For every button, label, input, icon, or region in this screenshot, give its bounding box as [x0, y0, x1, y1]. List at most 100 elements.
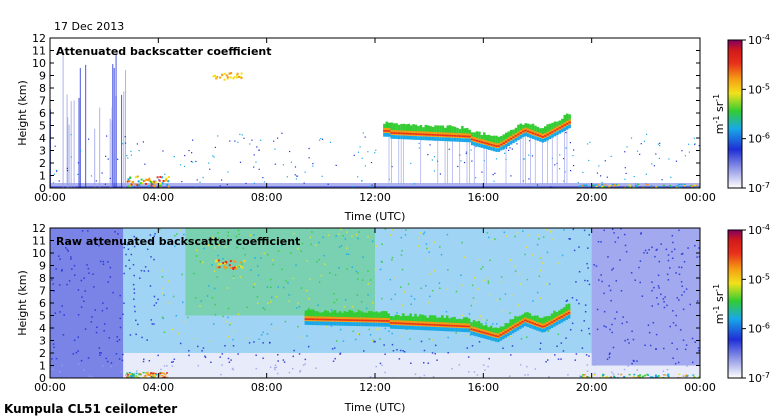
speckle — [463, 161, 466, 164]
noise-speckle — [626, 321, 628, 323]
cloud-base — [516, 326, 520, 331]
cloud-base — [409, 135, 413, 140]
speckle — [528, 178, 530, 180]
y-tick-label: 7 — [39, 95, 46, 108]
cloud-base — [404, 325, 408, 330]
noise-speckle — [486, 276, 489, 279]
noise-speckle — [698, 247, 700, 249]
cloud-base — [490, 146, 493, 151]
cloud-base — [567, 314, 571, 319]
speckle — [130, 150, 132, 153]
cloud-top — [543, 316, 546, 326]
noise-speckle — [404, 234, 407, 236]
speckle — [262, 176, 264, 179]
noise-speckle — [538, 275, 541, 278]
noise-speckle — [133, 288, 136, 290]
noise-speckle — [524, 253, 526, 256]
noise-speckle — [379, 268, 382, 271]
noise-speckle — [681, 294, 683, 296]
evening-layer — [613, 375, 616, 378]
noise-speckle — [546, 251, 549, 254]
cloud-peak — [446, 134, 449, 137]
noise-speckle — [262, 307, 265, 309]
noise-speckle — [379, 338, 381, 340]
cloud-top — [450, 317, 454, 325]
cloud-base — [562, 317, 566, 322]
noise-speckle — [132, 283, 135, 286]
cloud-peak — [475, 329, 478, 332]
noise-speckle — [427, 301, 429, 304]
noise-speckle — [305, 289, 308, 292]
cloud-top — [336, 312, 339, 319]
noise-speckle — [367, 270, 369, 272]
cloud-base — [472, 331, 476, 336]
noise-speckle — [603, 310, 606, 313]
cloud-base — [507, 142, 510, 147]
speckle — [136, 143, 139, 145]
noise-speckle — [426, 258, 429, 260]
noise-speckle — [662, 373, 665, 376]
noise-speckle — [163, 331, 166, 334]
cloud-peak — [307, 318, 310, 320]
noise-speckle — [150, 240, 152, 243]
cloud-top — [485, 134, 488, 143]
noise-speckle — [355, 338, 357, 341]
noise-speckle — [207, 285, 210, 287]
noise-speckle — [297, 325, 299, 328]
aerosol — [152, 180, 155, 183]
noise-speckle — [427, 247, 429, 250]
cloud-peak — [385, 130, 389, 132]
upper-patch — [218, 266, 221, 269]
noise-speckle — [514, 270, 517, 272]
cloud-top — [377, 312, 381, 320]
speckle — [658, 157, 660, 160]
noise-speckle — [115, 353, 118, 355]
cloud-base — [419, 326, 422, 331]
noise-speckle — [270, 296, 273, 299]
noise-speckle — [118, 358, 121, 360]
noise-speckle — [132, 263, 135, 266]
speckle — [598, 165, 600, 167]
cloud-peak — [426, 323, 429, 326]
colorbar-tick-label: 10-7 — [748, 371, 770, 386]
noise-speckle — [51, 368, 54, 371]
noise-speckle — [392, 349, 395, 352]
noise-speckle — [87, 267, 90, 270]
noise-speckle — [106, 307, 108, 310]
noise-speckle — [671, 342, 673, 344]
speckle — [320, 137, 322, 140]
noise-speckle — [143, 270, 146, 272]
noise-speckle — [371, 340, 374, 342]
cloud-top — [304, 310, 308, 318]
cloud-base — [497, 338, 500, 343]
cloud-top — [438, 317, 442, 325]
x-tick-label: 04:00 — [142, 191, 174, 204]
noise-speckle — [307, 345, 310, 348]
noise-speckle — [490, 238, 493, 241]
noise-speckle — [571, 322, 574, 325]
cloud-base — [483, 144, 486, 149]
y-tick-label: 12 — [32, 222, 46, 235]
aerosol — [130, 183, 133, 186]
cloud-top — [480, 323, 483, 331]
noise-speckle — [306, 335, 308, 337]
cloud-base — [546, 136, 549, 141]
speckle — [308, 157, 310, 159]
noise-speckle — [665, 248, 668, 251]
noise-speckle — [696, 256, 698, 258]
cloud-top — [406, 315, 410, 323]
noise-speckle — [578, 246, 580, 248]
cloud-base — [431, 136, 435, 141]
cloud-base — [450, 327, 454, 332]
cloud-base — [477, 333, 481, 338]
noise-speckle — [422, 233, 425, 235]
speckle — [362, 132, 364, 134]
noise-speckle — [324, 263, 326, 265]
cloud-peak — [409, 322, 412, 325]
cloud-base — [341, 321, 344, 326]
speckle — [413, 183, 416, 185]
evening-layer — [656, 376, 659, 378]
cloud-peak — [350, 319, 354, 321]
evening-layer — [623, 186, 626, 188]
cloud-top — [409, 125, 413, 133]
